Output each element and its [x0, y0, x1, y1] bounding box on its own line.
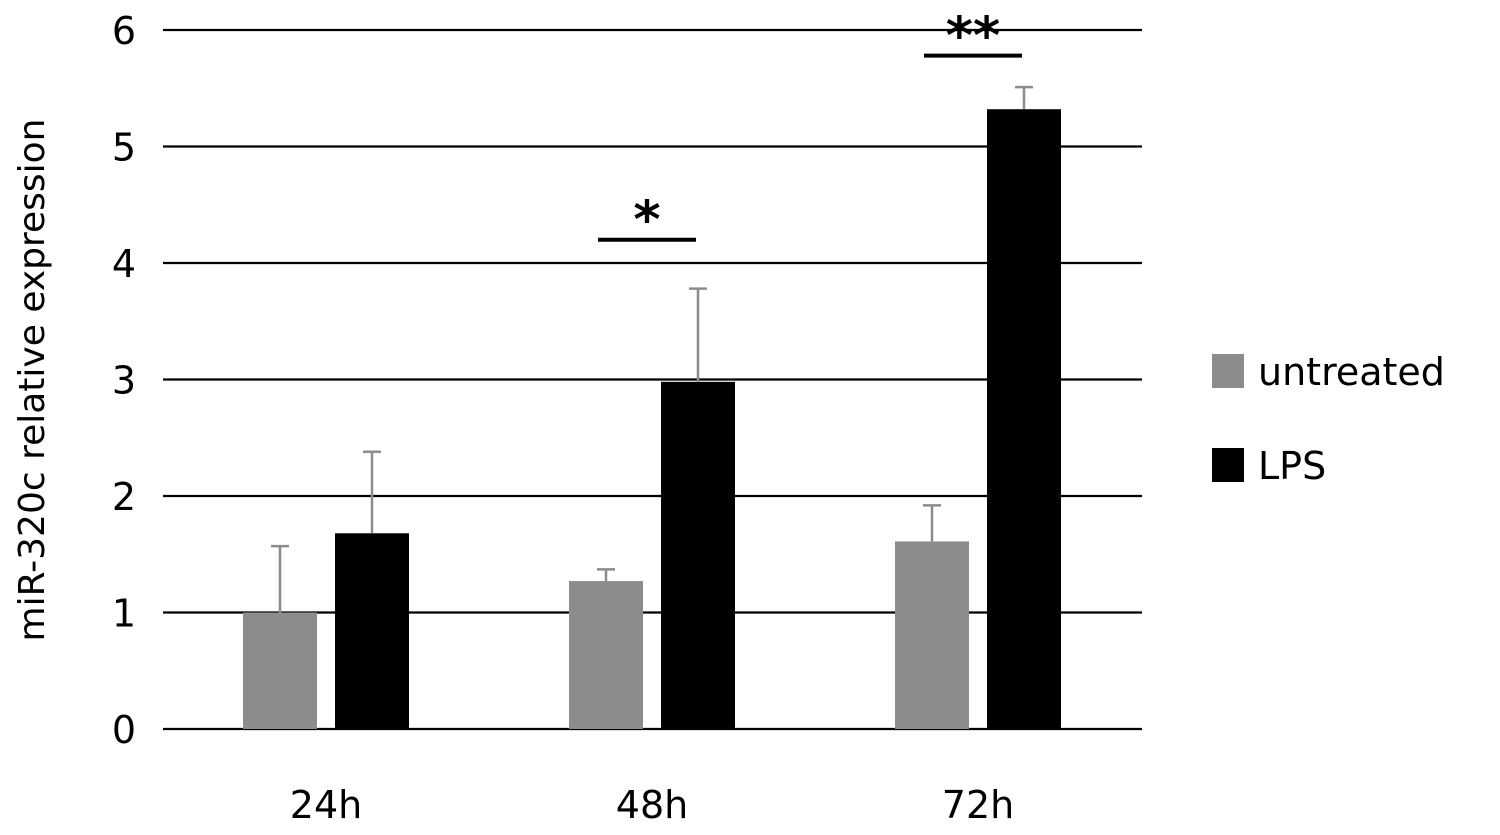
- y-axis-title: miR-320c relative expression: [12, 119, 53, 642]
- significance-marker-0: *: [633, 191, 660, 251]
- bar-untreated-72h: [895, 541, 969, 729]
- legend-label-untreated: untreated: [1258, 350, 1445, 394]
- x-tick-label-72h: 72h: [942, 783, 1014, 827]
- bar-lps-48h: [661, 381, 735, 729]
- y-tick-label: 0: [112, 708, 136, 752]
- legend-label-lps: LPS: [1258, 444, 1326, 488]
- y-tick-label: 5: [112, 126, 136, 170]
- significance-layer: ***: [598, 7, 1022, 251]
- x-tick-label-24h: 24h: [290, 783, 362, 827]
- y-tick-label: 2: [112, 475, 136, 519]
- legend-swatch-untreated: [1212, 354, 1244, 388]
- y-tick-label: 4: [112, 242, 136, 286]
- bar-untreated-48h: [569, 581, 643, 729]
- error-bars-layer: [271, 85, 1033, 613]
- bar-lps-72h: [987, 109, 1061, 730]
- significance-marker-1: **: [946, 7, 1000, 67]
- bars-layer: [243, 109, 1061, 730]
- legend: untreated LPS: [1212, 350, 1445, 488]
- y-tick-labels: 0 1 2 3 4 5 6: [112, 9, 136, 752]
- x-tick-labels: 24h 48h 72h: [290, 783, 1014, 827]
- grid-layer: [163, 28, 1142, 731]
- y-tick-label: 3: [112, 359, 136, 403]
- y-tick-label: 1: [112, 592, 136, 636]
- x-tick-label-48h: 48h: [616, 783, 688, 827]
- bar-lps-24h: [335, 533, 409, 729]
- bar-untreated-24h: [243, 612, 317, 729]
- legend-swatch-lps: [1212, 448, 1244, 482]
- y-tick-label: 6: [112, 9, 136, 53]
